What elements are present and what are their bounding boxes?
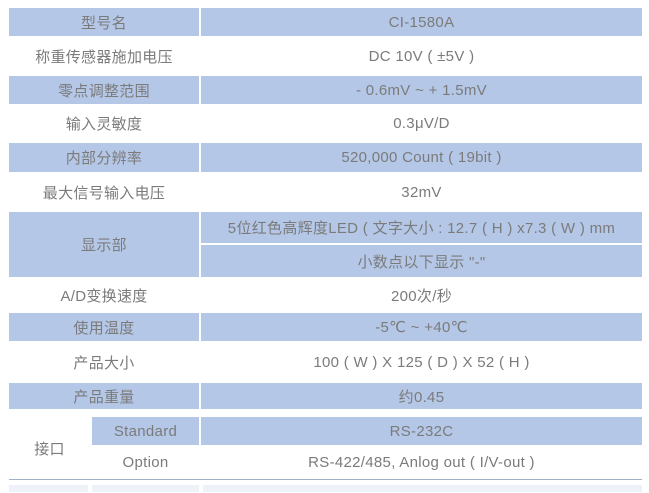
column-divider [199, 172, 201, 212]
column-divider [88, 485, 92, 492]
row-value: -5℃ ~ +40℃ [201, 313, 642, 341]
table-row: 使用温度 -5℃ ~ +40℃ [9, 313, 642, 341]
row-value: CI-1580A [201, 8, 642, 36]
table-row-display-section: 显示部 5位红色高辉度LED ( 文字大小 : 12.7 ( H ) x7.3 … [9, 212, 642, 277]
column-divider [90, 417, 92, 479]
column-divider [199, 76, 201, 104]
row-label: 产品大小 [73, 354, 135, 372]
column-divider [199, 212, 201, 277]
column-divider [199, 104, 201, 143]
interface-subheader: Standard [92, 417, 199, 445]
row-value: 100 ( W ) X 125 ( D ) X 52 ( H ) [313, 353, 530, 371]
interface-row-standard: Standard RS-232C [92, 417, 642, 445]
row-value: DC 10V ( ±5V ) [368, 47, 475, 65]
row-value: 520,000 Count ( 19bit ) [201, 143, 642, 172]
row-label: 输入灵敏度 [65, 116, 143, 133]
table-row: 最大信号输入电压 32mV [9, 172, 642, 212]
row-label: 零点调整范围 [9, 76, 199, 104]
row-value: RS-422/485, Anlog out ( I/V-out ) [308, 453, 535, 471]
table-row: A/D变换速度 200次/秒 [9, 277, 642, 313]
row-label: 产品重量 [9, 383, 199, 409]
table-row: 产品重量 约0.45 [9, 383, 642, 409]
interface-subheader: Option [122, 453, 169, 471]
row-label: 内部分辨率 [9, 143, 199, 172]
row-label: 显示部 [9, 212, 199, 277]
row-value: - 0.6mV ~ + 1.5mV [201, 76, 642, 104]
column-divider [199, 36, 201, 76]
column-divider [199, 383, 201, 409]
table-row: 内部分辨率 520,000 Count ( 19bit ) [9, 143, 642, 172]
display-value-stack: 5位红色高辉度LED ( 文字大小 : 12.7 ( H ) x7.3 ( W … [201, 212, 642, 277]
row-value: RS-232C [201, 417, 642, 445]
table-row: 型号名 CI-1580A [9, 8, 642, 36]
cutoff-next-row [9, 485, 642, 492]
column-divider [199, 341, 201, 383]
display-line-1: 5位红色高辉度LED ( 文字大小 : 12.7 ( H ) x7.3 ( W … [201, 212, 642, 243]
table-row: 输入灵敏度 0.3μV/D [9, 104, 642, 143]
table-row: 零点调整范围 - 0.6mV ~ + 1.5mV [9, 76, 642, 104]
column-divider [199, 417, 201, 445]
row-divider [201, 243, 642, 245]
column-divider [199, 143, 201, 172]
interface-label: 接口 [34, 440, 65, 458]
column-divider [199, 485, 203, 492]
cutoff-cell [9, 485, 88, 492]
interface-rows: Standard RS-232C Option RS-422/485, Anlo… [92, 417, 642, 479]
interface-row-option: Option RS-422/485, Anlog out ( I/V-out ) [92, 445, 642, 479]
table-row: 产品大小 100 ( W ) X 125 ( D ) X 52 ( H ) [9, 341, 642, 383]
column-divider [199, 445, 201, 479]
row-value: 约0.45 [201, 383, 642, 409]
row-value: 200次/秒 [391, 287, 452, 305]
spec-table: 型号名 CI-1580A 称重传感器施加电压 DC 10V ( ±5V ) 零点… [9, 8, 642, 492]
row-label: 型号名 [9, 8, 199, 36]
row-label: 使用温度 [9, 313, 199, 341]
display-line-2: 小数点以下显示 "-" [201, 245, 642, 277]
column-divider [199, 8, 201, 36]
row-value: 0.3μV/D [393, 115, 450, 132]
row-label: 称重传感器施加电压 [35, 48, 173, 66]
table-bottom-rule [9, 479, 642, 480]
interface-section: 接口 Standard RS-232C Option RS-422/485, A… [9, 417, 642, 479]
cutoff-cell [203, 485, 642, 492]
column-divider [199, 313, 201, 341]
row-label: A/D变换速度 [60, 287, 148, 305]
column-divider [199, 277, 201, 313]
table-row: 称重传感器施加电压 DC 10V ( ±5V ) [9, 36, 642, 76]
row-label: 最大信号输入电压 [42, 184, 166, 202]
cutoff-cell [92, 485, 199, 492]
row-value: 32mV [401, 183, 442, 201]
